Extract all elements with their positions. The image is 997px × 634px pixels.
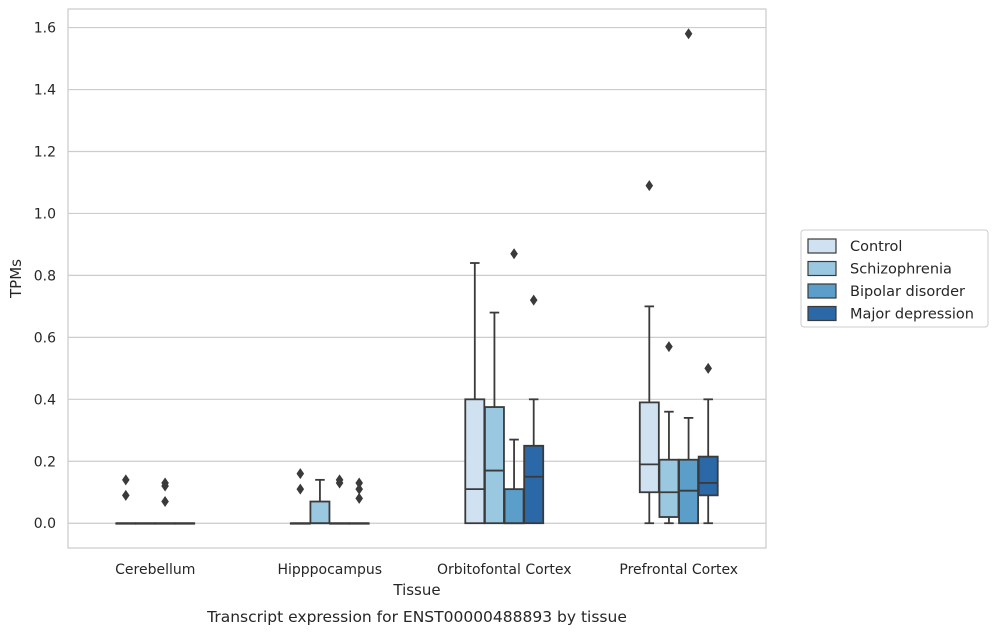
outlier-point — [665, 341, 673, 353]
box-control — [464, 262, 486, 525]
box-schizophrenia — [135, 522, 156, 525]
outlier-point — [645, 180, 654, 192]
y-axis-label: TPMs — [7, 259, 25, 299]
box-body — [309, 500, 331, 525]
plot-frame — [67, 8, 767, 549]
outlier-point — [355, 483, 363, 495]
y-tick-label: 0.0 — [34, 516, 56, 532]
box-schizophrenia — [484, 311, 505, 525]
x-tick-label: Orbitofontal Cortex — [437, 562, 572, 578]
outlier-point — [296, 468, 305, 480]
legend: Control Schizophrenia Bipolar disorder Majo… — [800, 229, 989, 328]
box-body — [464, 398, 486, 525]
x-tick-label: Prefrontal Cortex — [619, 562, 738, 578]
y-tick-label: 0.2 — [34, 454, 56, 470]
legend-swatch — [807, 260, 837, 277]
y-tick-label: 1.2 — [34, 144, 56, 160]
legend-label: Schizophrenia — [850, 262, 952, 278]
legend-frame — [800, 229, 989, 328]
legend-swatch — [807, 305, 837, 322]
box-schizophrenia — [658, 341, 680, 525]
box-major-depression — [697, 362, 719, 525]
legend-label: Major depression — [850, 307, 974, 323]
x-tick-label: Cerebellum — [115, 562, 195, 578]
outlier-point — [161, 496, 169, 508]
outlier-point — [161, 480, 169, 492]
box-bipolar-disorder — [329, 474, 350, 525]
outlier-point — [296, 483, 305, 495]
box-body — [697, 455, 719, 497]
legend-label: Control — [850, 239, 902, 255]
x-tick-label: Hipppocampus — [277, 562, 382, 578]
legend-swatch — [807, 238, 837, 254]
box-body — [523, 444, 545, 525]
y-tick-labels: 0.0 0.2 0.4 0.6 0.8 1.0 1.2 1.4 1.6 — [34, 21, 56, 533]
outlier-point — [122, 474, 130, 486]
chart-caption: Transcript expression for ENST0000048889… — [206, 608, 627, 626]
y-tick-label: 0.4 — [34, 392, 56, 408]
box-body — [658, 458, 680, 518]
y-tick-label: 1.6 — [34, 21, 56, 37]
legend-swatch — [807, 283, 837, 299]
box-bipolar-disorder — [503, 248, 525, 525]
outlier-point — [684, 28, 693, 40]
legend-label: Bipolar disorder — [850, 284, 965, 300]
plot-boxes — [115, 28, 719, 525]
outlier-point — [529, 294, 538, 306]
outlier-point — [355, 492, 363, 504]
box-control — [289, 468, 311, 525]
outlier-point — [355, 477, 363, 489]
x-axis-label: Tissue — [392, 581, 440, 599]
box-body — [503, 488, 525, 525]
y-tick-label: 0.8 — [34, 268, 56, 284]
box-body — [638, 401, 660, 494]
outlier-point — [510, 248, 518, 260]
box-control — [115, 474, 137, 525]
x-tick-labels: Cerebellum Hipppocampus Orbitofontal Corte… — [115, 562, 738, 578]
box-bipolar-disorder — [154, 477, 176, 525]
box-control — [638, 180, 660, 525]
outlier-point — [122, 489, 130, 501]
outlier-point — [704, 362, 712, 374]
box-body — [484, 406, 505, 525]
box-major-depression — [174, 522, 196, 525]
box-major-depression — [523, 294, 545, 525]
box-major-depression — [348, 477, 370, 525]
y-tick-label: 1.0 — [34, 206, 56, 222]
box-schizophrenia — [309, 478, 331, 525]
outlier-point — [335, 477, 344, 489]
grid-lines — [68, 26, 766, 524]
y-tick-label: 0.6 — [34, 330, 56, 346]
y-tick-label: 1.4 — [34, 83, 56, 99]
